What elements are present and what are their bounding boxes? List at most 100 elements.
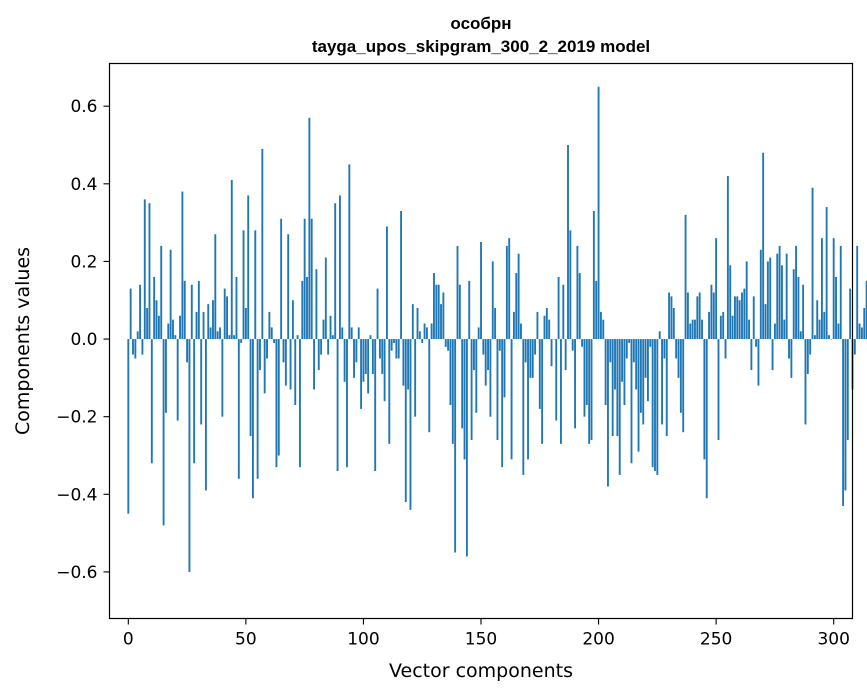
x-tick-label: 250	[700, 630, 732, 650]
bar	[771, 339, 774, 371]
bar	[183, 280, 186, 340]
bar	[719, 315, 722, 340]
bar	[773, 323, 776, 340]
bar	[353, 339, 355, 378]
bar	[395, 339, 398, 359]
bar	[261, 148, 264, 340]
bar	[409, 339, 412, 510]
bar	[129, 288, 132, 340]
bar	[849, 288, 852, 340]
bar	[505, 245, 508, 340]
bar-series	[127, 86, 867, 572]
bar	[837, 323, 840, 340]
bar	[167, 323, 170, 340]
bar	[503, 339, 506, 398]
chart-subtitle: tayga_upos_skipgram_300_2_2019 model	[312, 37, 650, 56]
bar	[362, 339, 365, 382]
bar	[334, 203, 337, 340]
bar	[435, 284, 438, 340]
bar	[176, 339, 179, 421]
bar	[642, 339, 645, 425]
bar	[828, 335, 830, 340]
bar	[341, 327, 344, 340]
bar	[458, 284, 461, 340]
bar	[564, 339, 567, 371]
bar	[663, 339, 666, 359]
bar	[844, 339, 847, 491]
x-tick-label: 0	[123, 630, 134, 650]
bar	[860, 327, 863, 340]
x-tick-label: 200	[582, 630, 614, 650]
bar	[628, 339, 631, 343]
bar	[350, 327, 353, 340]
bar	[543, 315, 546, 340]
bar	[799, 331, 802, 340]
bar	[705, 339, 708, 499]
bar	[494, 308, 497, 340]
x-tick-label: 300	[817, 630, 849, 650]
bar	[745, 261, 748, 340]
bar	[251, 339, 254, 499]
bar	[313, 339, 315, 390]
bar	[174, 335, 177, 340]
bar	[621, 339, 624, 382]
bar	[637, 339, 640, 452]
bar	[367, 339, 370, 394]
bar	[280, 218, 283, 340]
bar	[569, 230, 572, 340]
bar	[595, 280, 598, 340]
bar	[792, 269, 795, 340]
bar	[701, 319, 703, 340]
bar	[675, 339, 678, 359]
bar	[383, 339, 386, 402]
bar	[668, 292, 671, 340]
bar	[433, 273, 435, 340]
bar	[498, 339, 501, 351]
bar	[153, 276, 156, 340]
bar	[421, 339, 424, 343]
bar	[797, 276, 800, 340]
x-axis-label: Vector components	[389, 660, 573, 682]
bar	[169, 249, 172, 340]
bar	[343, 339, 346, 382]
bar	[294, 339, 297, 406]
bar	[414, 339, 417, 417]
bar	[710, 284, 713, 340]
bar	[393, 339, 395, 343]
x-tick-label: 100	[347, 630, 379, 650]
bar	[853, 339, 856, 355]
bar	[781, 265, 783, 340]
bar	[400, 210, 402, 340]
bar	[592, 210, 595, 340]
bar	[508, 238, 511, 340]
bar	[266, 339, 268, 359]
bar	[555, 339, 558, 421]
bar	[442, 292, 445, 340]
bar	[473, 339, 475, 371]
bar	[355, 339, 358, 363]
bar	[240, 339, 243, 343]
bar	[411, 304, 414, 340]
bar	[512, 311, 515, 340]
y-tick-label: −0.4	[56, 485, 97, 505]
bar	[179, 315, 181, 340]
bar	[444, 339, 447, 347]
bar	[143, 199, 146, 340]
bar	[447, 339, 450, 351]
y-tick-label: −0.6	[56, 563, 97, 583]
bar	[842, 339, 845, 506]
bar	[193, 339, 196, 464]
bar	[336, 339, 339, 472]
bar	[233, 335, 236, 340]
bar	[609, 339, 612, 363]
bar	[846, 339, 849, 440]
bar	[576, 245, 579, 340]
bar	[729, 265, 732, 340]
bar	[550, 339, 553, 367]
bar	[209, 327, 212, 340]
bar	[529, 339, 532, 378]
bar	[221, 339, 224, 417]
bar	[522, 339, 525, 475]
bar	[694, 319, 696, 340]
